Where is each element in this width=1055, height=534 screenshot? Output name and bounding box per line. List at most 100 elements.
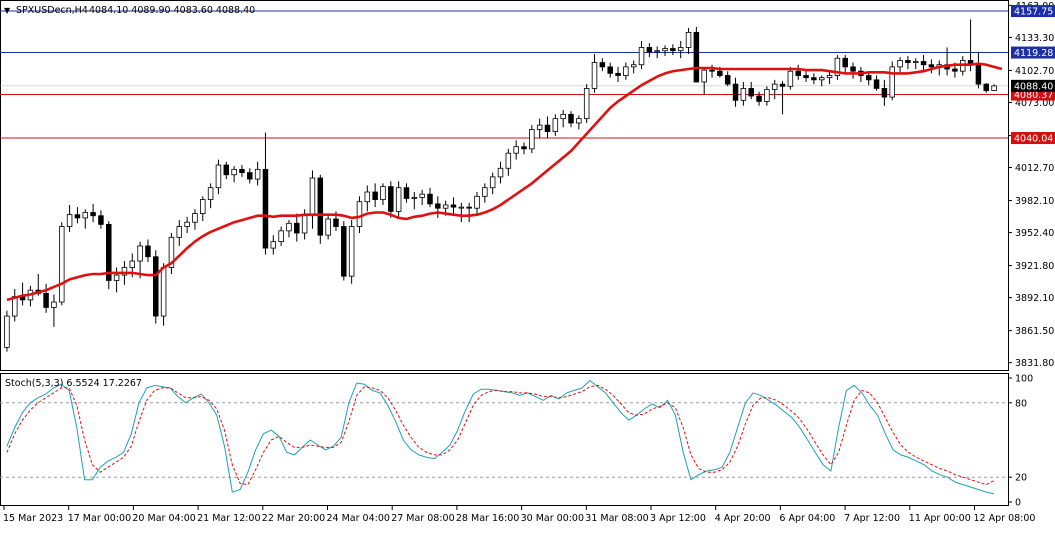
candle bbox=[630, 60, 637, 74]
candle-body bbox=[129, 260, 136, 268]
price-panel-frame bbox=[0, 0, 1009, 371]
time-tick-label: 27 Mar 08:00 bbox=[391, 513, 454, 524]
candle bbox=[670, 44, 676, 56]
candle-body bbox=[388, 186, 394, 212]
stoch-tick-label: 100 bbox=[1015, 374, 1033, 385]
candle-body bbox=[395, 187, 402, 212]
candle bbox=[536, 118, 543, 139]
candle-body bbox=[380, 186, 386, 200]
time-tick-label: 12 Apr 08:00 bbox=[974, 513, 1036, 524]
candle-body bbox=[317, 177, 324, 236]
candle-body bbox=[740, 88, 747, 101]
time-axis: 15 Mar 2023 17 Mar 00:00 20 Mar 04:00 21 Ma… bbox=[3, 506, 1035, 524]
candle bbox=[756, 91, 762, 106]
candle-body bbox=[137, 245, 143, 262]
price-level-label: 4157.75 bbox=[1011, 5, 1055, 18]
candle-body bbox=[231, 168, 237, 176]
candle-body bbox=[192, 213, 198, 223]
candle-body bbox=[223, 164, 230, 176]
levels-layer bbox=[0, 10, 1008, 139]
candle bbox=[732, 77, 739, 107]
candle-body bbox=[333, 218, 339, 227]
candle bbox=[341, 221, 347, 281]
candle bbox=[145, 239, 151, 263]
candle-body bbox=[560, 113, 566, 120]
price-level-label: 4088.40 bbox=[1011, 79, 1055, 92]
candle-body bbox=[787, 70, 794, 87]
collapse-arrow-icon[interactable]: ▼ bbox=[4, 6, 11, 15]
candle bbox=[215, 159, 222, 195]
candle-body bbox=[709, 69, 715, 72]
candle-body bbox=[975, 64, 982, 85]
candle bbox=[991, 84, 997, 92]
candle bbox=[740, 81, 747, 106]
candle-body bbox=[207, 187, 214, 200]
candle-body bbox=[254, 168, 261, 180]
price-tick-label: 4102.70 bbox=[1015, 66, 1054, 77]
candle-body bbox=[309, 177, 316, 217]
candle-body bbox=[928, 64, 935, 68]
candle-body bbox=[294, 222, 300, 234]
candle-body bbox=[795, 70, 801, 76]
candle-body bbox=[262, 168, 269, 249]
candle bbox=[834, 55, 841, 80]
candle bbox=[764, 86, 770, 106]
candle-body bbox=[145, 245, 151, 258]
candle bbox=[583, 84, 590, 123]
candle bbox=[286, 220, 292, 238]
stoch-tick-label: 20 bbox=[1015, 473, 1027, 484]
candle-body bbox=[4, 315, 10, 348]
candle bbox=[403, 183, 410, 203]
candle-body bbox=[200, 199, 206, 214]
candle bbox=[513, 140, 519, 160]
candle bbox=[638, 40, 645, 70]
candle bbox=[395, 181, 402, 218]
candle bbox=[607, 62, 613, 78]
time-tick-label: 4 Apr 20:00 bbox=[715, 513, 771, 524]
candle bbox=[685, 28, 692, 54]
price-tick-label: 3892.10 bbox=[1015, 293, 1054, 304]
level-labels: 4157.75 4119.28 4080.37 4040.04 4088.40 bbox=[1011, 5, 1055, 145]
candle-body bbox=[427, 193, 433, 205]
candle bbox=[106, 221, 112, 290]
candle-body bbox=[920, 61, 927, 66]
candle bbox=[66, 204, 73, 232]
price-tick-label: 4073.00 bbox=[1015, 98, 1054, 109]
stoch-axis: 100 80 20 0 bbox=[1008, 374, 1033, 509]
candle-body bbox=[583, 88, 590, 120]
candle bbox=[654, 46, 660, 59]
candle bbox=[380, 183, 386, 205]
candle-body bbox=[278, 230, 284, 243]
time-tick-label: 17 Mar 00:00 bbox=[68, 513, 131, 524]
price-level-label-text: 4040.04 bbox=[1014, 134, 1053, 145]
candle-body bbox=[693, 31, 700, 83]
candle-body bbox=[803, 75, 809, 79]
candle bbox=[12, 289, 18, 322]
candle bbox=[975, 51, 982, 89]
time-tick-label: 22 Mar 20:00 bbox=[262, 513, 325, 524]
candle bbox=[90, 203, 96, 223]
candle-body bbox=[623, 66, 629, 76]
candle-body bbox=[239, 168, 245, 173]
candle bbox=[701, 67, 707, 95]
candle bbox=[709, 64, 715, 78]
price-tick-label: 4133.30 bbox=[1015, 33, 1054, 44]
candle bbox=[983, 83, 989, 93]
candle-body bbox=[873, 79, 880, 89]
candle bbox=[474, 192, 480, 214]
stoch-levels bbox=[0, 402, 1008, 478]
candle bbox=[458, 202, 465, 223]
candle-body bbox=[325, 218, 331, 236]
candle-body bbox=[677, 47, 684, 52]
candle bbox=[19, 282, 26, 306]
price-tick-label: 3831.80 bbox=[1015, 358, 1054, 369]
candle-body bbox=[544, 124, 551, 133]
candle bbox=[27, 285, 34, 307]
candle bbox=[207, 183, 214, 209]
time-tick-label: 31 Mar 08:00 bbox=[585, 513, 648, 524]
candle-body bbox=[270, 241, 277, 249]
candle-body bbox=[113, 274, 120, 281]
candle-body bbox=[466, 206, 472, 209]
